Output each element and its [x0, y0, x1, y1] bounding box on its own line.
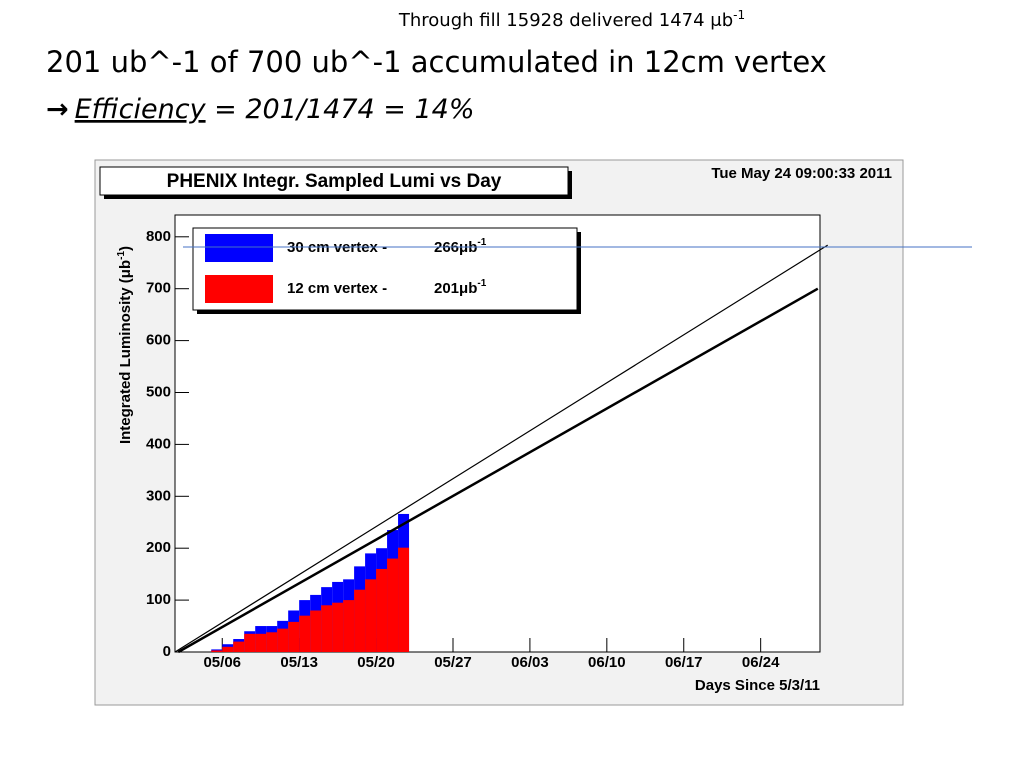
legend-swatch: [205, 275, 273, 303]
y-tick-label: 400: [146, 435, 171, 452]
x-tick-label: 06/17: [665, 654, 703, 671]
headline: 201 ub^-1 of 700 ub^-1 accumulated in 12…: [46, 45, 827, 79]
legend-unit: μb: [459, 280, 477, 297]
x-tick-label: 05/13: [280, 654, 318, 671]
bar: [310, 610, 322, 652]
title-box: [99, 166, 569, 196]
legend: 30 cm vertex -266μb-112 cm vertex -201μb…: [205, 234, 487, 303]
bar: [244, 633, 256, 652]
legend-value: 201μb-1: [434, 278, 487, 297]
bar: [222, 646, 234, 652]
bar: [332, 602, 344, 652]
legend-label: 12 cm vertex -: [287, 280, 387, 297]
y-tick-label: 300: [146, 487, 171, 504]
y-label-end: ): [117, 246, 134, 251]
y-tick-label: 200: [146, 539, 171, 556]
y-tick-label: 800: [146, 228, 171, 245]
bar: [255, 633, 267, 652]
legend-sup: -1: [477, 237, 486, 248]
bar: [398, 547, 410, 652]
bar: [321, 605, 333, 652]
legend-sup: -1: [477, 278, 486, 289]
y-tick-label: 500: [146, 383, 171, 400]
bar: [288, 621, 300, 652]
bar: [266, 632, 278, 652]
bar: [211, 650, 223, 652]
bar: [387, 558, 399, 652]
bar: [343, 600, 355, 652]
plot: [174, 236, 829, 654]
legend-swatch: [205, 234, 273, 262]
bar: [299, 615, 311, 652]
trend-line: [174, 244, 829, 653]
y-tick-label: 700: [146, 280, 171, 297]
note-sup: -1: [733, 8, 745, 22]
y-tick-label: 100: [146, 591, 171, 608]
slide-note: Through fill 15928 delivered 1474 μb-1: [398, 8, 745, 32]
legend-number: 201: [434, 280, 459, 297]
efficiency-rest: = 201/1474 = 14%: [206, 94, 475, 125]
y-tick-label: 600: [146, 332, 171, 349]
note-text: Through fill 15928 delivered 1474 μb: [398, 10, 733, 31]
efficiency-line: → Efficiency = 201/1474 = 14%: [46, 94, 475, 125]
x-tick-label: 06/10: [588, 654, 626, 671]
y-label-text: Integrated Luminosity (μb: [117, 260, 134, 444]
x-axis-label: Days Since 5/3/11: [695, 677, 820, 694]
bar: [376, 568, 388, 652]
y-label-sup: -1: [116, 251, 127, 260]
x-tick-label: 05/20: [357, 654, 395, 671]
bar: [365, 579, 377, 652]
x-tick-label: 06/03: [511, 654, 549, 671]
y-axis-label: Integrated Luminosity (μb-1): [116, 246, 134, 444]
trend-line: [177, 287, 819, 654]
arrow: →: [46, 94, 69, 125]
x-tick-label: 05/06: [203, 654, 241, 671]
chart-title: PHENIX Integr. Sampled Lumi vs Day: [167, 171, 502, 192]
bar: [277, 628, 289, 652]
timestamp: Tue May 24 09:00:33 2011: [711, 165, 892, 182]
y-tick-label: 0: [163, 643, 171, 660]
efficiency-word: Efficiency: [75, 94, 207, 125]
x-tick-label: 05/27: [434, 654, 472, 671]
bar: [354, 589, 366, 652]
bar: [233, 641, 245, 652]
x-tick-label: 06/24: [742, 654, 780, 671]
